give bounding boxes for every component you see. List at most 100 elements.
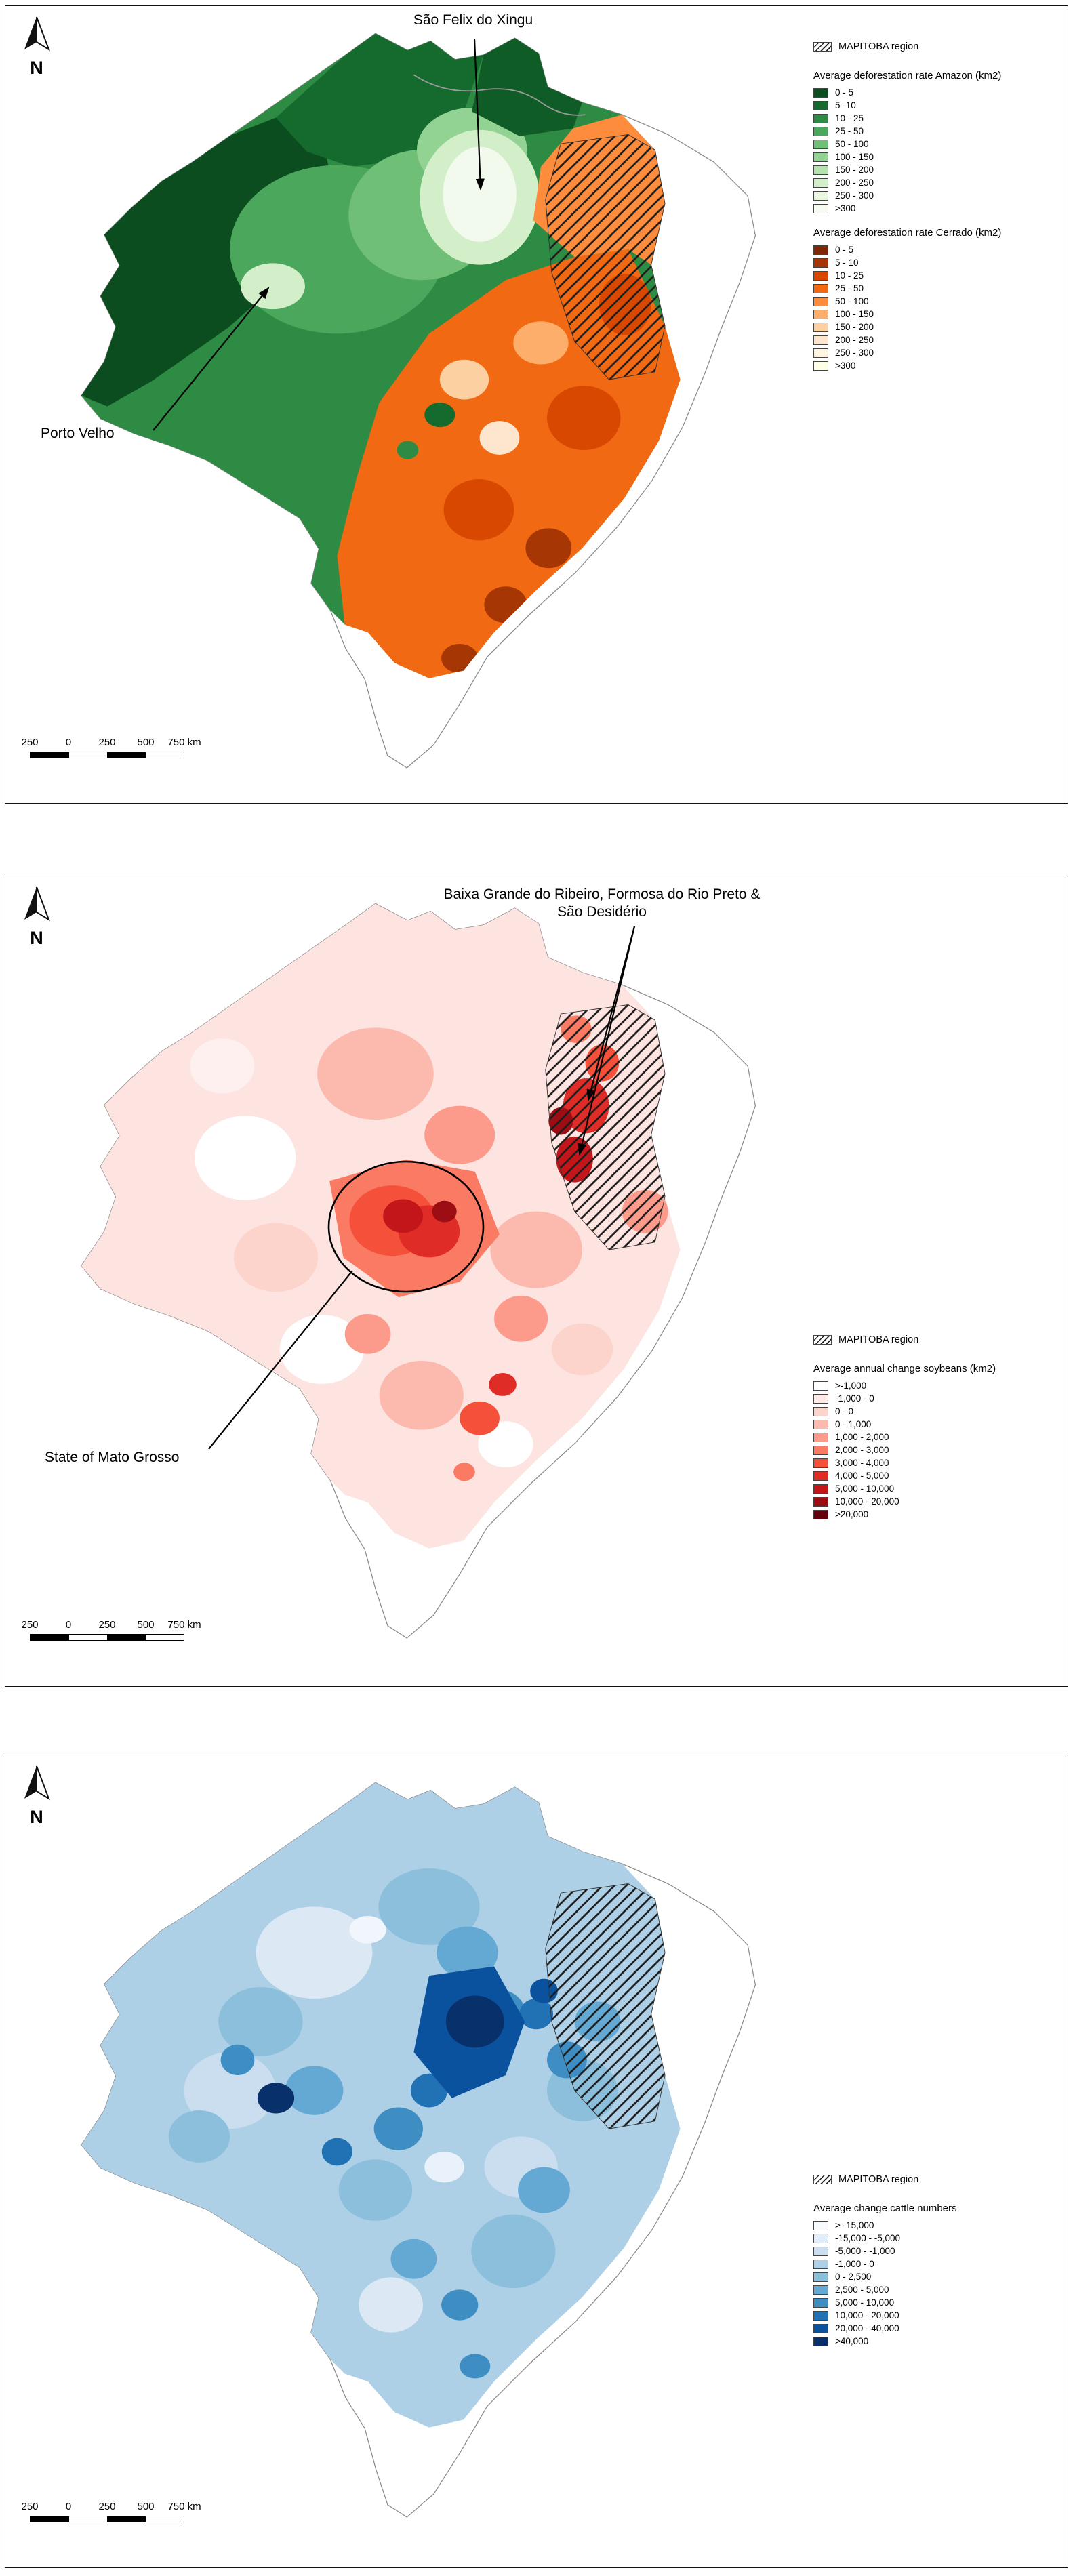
legend-color-swatch xyxy=(813,126,828,136)
north-arrow: N xyxy=(18,1765,56,1828)
legend-item: 10 - 25 xyxy=(813,270,1064,281)
scalebar-label: 500 xyxy=(137,2501,155,2512)
annotation-baixa-grande: Baixa Grande do Ribeiro, Formosa do Rio … xyxy=(443,886,761,920)
legend-item: 200 - 250 xyxy=(813,178,1064,188)
legend-color-swatch xyxy=(813,1509,828,1519)
legend-color-swatch xyxy=(813,2323,828,2333)
north-label: N xyxy=(30,58,43,78)
legend-color-swatch xyxy=(813,309,828,319)
scalebar-label: 0 xyxy=(65,1619,72,1631)
legend-color-swatch xyxy=(813,335,828,345)
legend-color-swatch xyxy=(813,178,828,188)
legend-color-swatch xyxy=(813,152,828,162)
scalebar-label: 500 xyxy=(137,1619,155,1631)
legend-item: 0 - 5 xyxy=(813,87,1064,98)
legend-color-swatch xyxy=(813,1458,828,1468)
mapitoba-label: MAPITOBA region xyxy=(838,2174,919,2185)
legend-color-swatch xyxy=(813,1381,828,1391)
scalebar-label: 0 xyxy=(65,2501,72,2512)
scalebar-segment xyxy=(107,2516,146,2522)
legend-color-swatch xyxy=(813,1445,828,1455)
scalebar-segment xyxy=(146,2516,184,2522)
legend-item: -1,000 - 0 xyxy=(813,1393,1064,1404)
legend-section-cerrado: Average deforestation rate Cerrado (km2)… xyxy=(813,227,1064,371)
legend-item: 10,000 - 20,000 xyxy=(813,1496,1064,1507)
legend-color-swatch xyxy=(813,1471,828,1481)
legend-color-swatch xyxy=(813,361,828,371)
leader-line-porto-velho xyxy=(153,287,270,431)
mato-grosso-circle xyxy=(327,1160,485,1293)
leader-line-baixa-2 xyxy=(578,926,636,1156)
legend-item: 4,000 - 5,000 xyxy=(813,1471,1064,1481)
cattle-map-canvas xyxy=(81,1782,756,2518)
scalebar-segment xyxy=(31,752,69,758)
scalebar-segment xyxy=(107,1635,146,1640)
legend-item: 5 - 10 xyxy=(813,258,1064,268)
mapitoba-hatch-swatch xyxy=(813,2175,832,2184)
scalebar-label: 500 xyxy=(137,737,155,748)
scalebar-label: 750 km xyxy=(167,1619,201,1631)
scalebar-label: 250 xyxy=(98,737,116,748)
legend-item: 100 - 150 xyxy=(813,152,1064,162)
panel-cattle-change: N MAPITOBA region Average change cattle … xyxy=(5,1755,1068,2568)
legend-mapitoba-row: MAPITOBA region xyxy=(813,1334,1064,1345)
scalebar-label: 250 xyxy=(21,737,39,748)
legend-color-swatch xyxy=(813,1432,828,1442)
north-arrow: N xyxy=(18,16,56,79)
legend-item: 10,000 - 20,000 xyxy=(813,2310,1064,2321)
legend-color-swatch xyxy=(813,203,828,213)
legend-item: 5 -10 xyxy=(813,100,1064,110)
mapitoba-hatch-region xyxy=(545,1883,666,2129)
mapitoba-hatch-region xyxy=(545,1004,666,1250)
legend-color-swatch xyxy=(813,100,828,110)
legend-item: 20,000 - 40,000 xyxy=(813,2323,1064,2333)
legend: MAPITOBA region Average deforestation ra… xyxy=(813,41,1064,384)
mapitoba-hatch-swatch xyxy=(813,42,832,52)
scalebar-segment xyxy=(68,752,108,758)
legend-item: 150 - 200 xyxy=(813,165,1064,175)
soybean-map-canvas xyxy=(81,903,756,1639)
north-label: N xyxy=(30,1807,43,1827)
legend-section-soybeans: Average annual change soybeans (km2) >-1… xyxy=(813,1363,1064,1519)
legend-color-swatch xyxy=(813,1393,828,1404)
legend-mapitoba-row: MAPITOBA region xyxy=(813,2174,1064,2185)
legend-color-swatch xyxy=(813,283,828,293)
river-lines xyxy=(413,74,586,116)
mapitoba-hatch-region xyxy=(545,134,666,380)
legend-color-swatch xyxy=(813,190,828,201)
legend-item: 3,000 - 4,000 xyxy=(813,1458,1064,1468)
legend-item: -15,000 - -5,000 xyxy=(813,2233,1064,2243)
choropleth-patches xyxy=(81,1782,681,2428)
legend-color-swatch xyxy=(813,2310,828,2321)
legend-color-swatch xyxy=(813,2336,828,2346)
north-arrow-icon xyxy=(24,1765,50,1801)
scalebar-label: 750 km xyxy=(167,737,201,748)
legend-item: 50 - 100 xyxy=(813,139,1064,149)
mapitoba-label: MAPITOBA region xyxy=(838,1334,919,1345)
north-arrow-icon xyxy=(24,16,50,52)
legend-color-swatch xyxy=(813,1419,828,1429)
legend-color-swatch xyxy=(813,113,828,123)
legend-color-swatch xyxy=(813,2246,828,2256)
scalebar-bar xyxy=(30,1634,184,1641)
scalebar-label: 250 xyxy=(98,1619,116,1631)
legend: MAPITOBA region Average change cattle nu… xyxy=(813,2174,1064,2360)
legend-color-swatch xyxy=(813,87,828,98)
legend-item: 1,000 - 2,000 xyxy=(813,1432,1064,1442)
legend-title: Average deforestation rate Amazon (km2) xyxy=(813,70,1002,81)
scale-bar: 250 0 250 500 750 km xyxy=(21,737,233,769)
legend-item: >40,000 xyxy=(813,2336,1064,2346)
legend-color-swatch xyxy=(813,2272,828,2282)
legend-item: 2,500 - 5,000 xyxy=(813,2285,1064,2295)
legend-item: 0 - 1,000 xyxy=(813,1419,1064,1429)
scalebar-label: 750 km xyxy=(167,2501,201,2512)
panel-soybean-change: N Baixa Grande do Ribeiro, Formosa do Ri… xyxy=(5,876,1068,1687)
legend-color-swatch xyxy=(813,2233,828,2243)
legend-item: 10 - 25 xyxy=(813,113,1064,123)
legend-item: 0 - 5 xyxy=(813,245,1064,255)
legend-item: 250 - 300 xyxy=(813,348,1064,358)
scalebar-label: 250 xyxy=(21,1619,39,1631)
legend-color-swatch xyxy=(813,270,828,281)
legend-color-swatch xyxy=(813,296,828,306)
legend-color-swatch xyxy=(813,1484,828,1494)
